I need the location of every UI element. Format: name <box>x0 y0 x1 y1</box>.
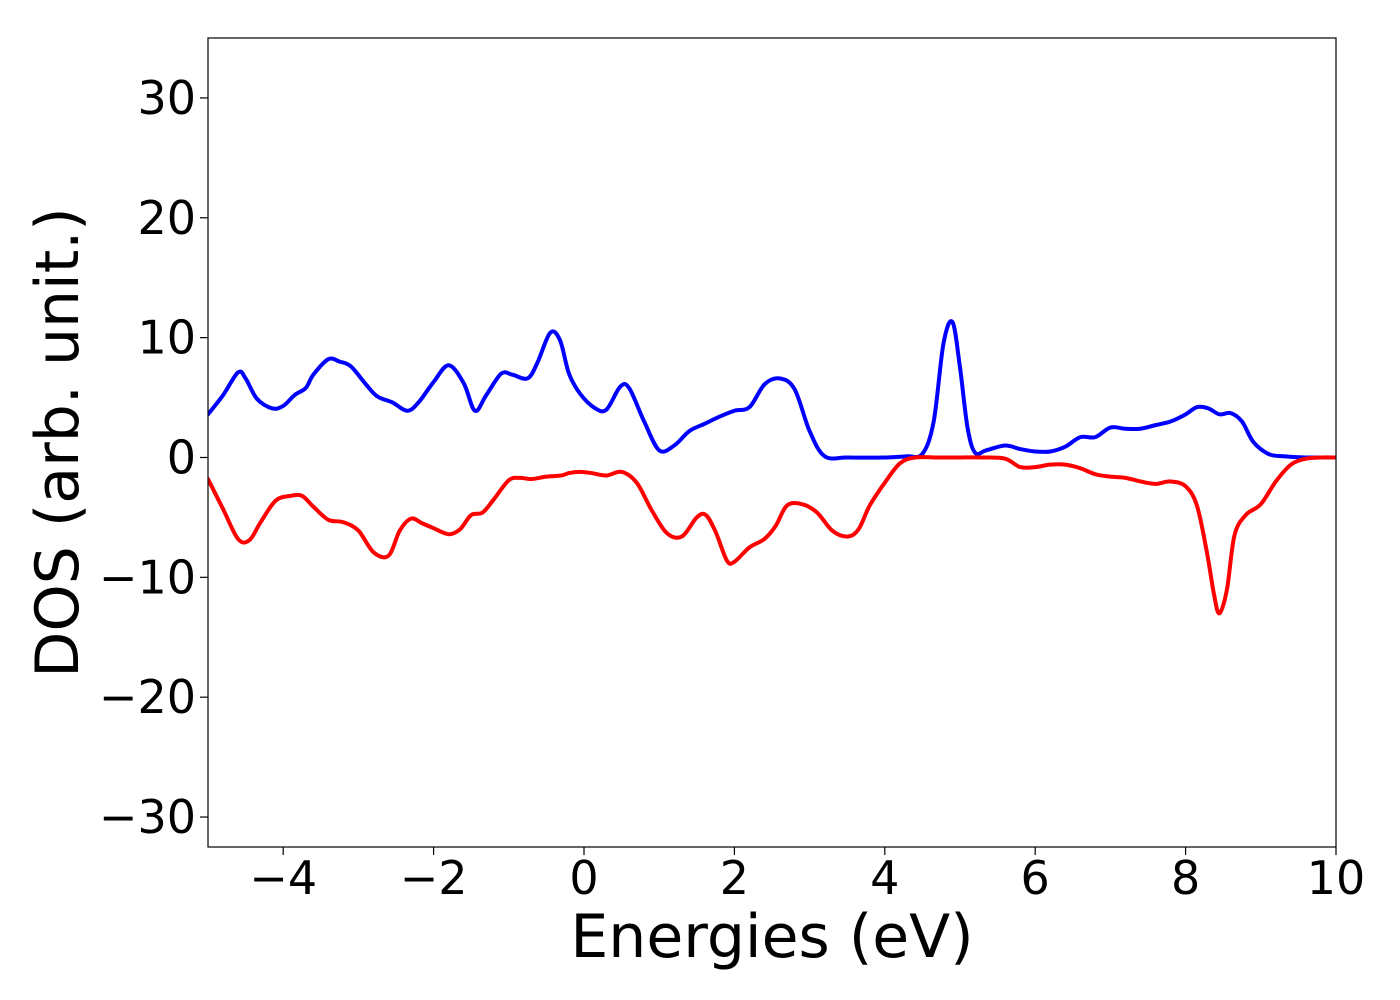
x-tick-label: 8 <box>1171 851 1200 905</box>
series-layer <box>208 319 1336 616</box>
y-tick-label: −20 <box>99 670 196 724</box>
x-tick-label: 2 <box>720 851 749 905</box>
y-tick-label: 0 <box>167 430 196 484</box>
x-axis-title: Energies (eV) <box>570 902 973 972</box>
y-axis-ticks: 30 20 10 0 −10 −20 −30 <box>99 71 208 844</box>
y-tick-label: −30 <box>99 790 196 844</box>
spin-up-dos-line <box>208 319 1336 461</box>
y-tick-label: 30 <box>137 71 196 125</box>
x-tick-label: 4 <box>870 851 899 905</box>
plot-frame <box>207 37 1337 848</box>
x-tick-label: 6 <box>1021 851 1050 905</box>
y-tick-label: −10 <box>99 550 196 604</box>
x-tick-label: 10 <box>1307 851 1366 905</box>
x-tick-label: −4 <box>249 851 317 905</box>
y-tick-label: 10 <box>137 311 196 365</box>
y-axis-title: DOS (arb. unit.) <box>23 207 93 677</box>
x-tick-label: 0 <box>569 851 598 905</box>
x-tick-label: −2 <box>400 851 468 905</box>
spin-down-dos-line <box>208 455 1336 616</box>
x-axis-ticks: −4 −2 0 2 4 6 8 10 <box>249 847 1365 905</box>
y-tick-label: 20 <box>137 191 196 245</box>
